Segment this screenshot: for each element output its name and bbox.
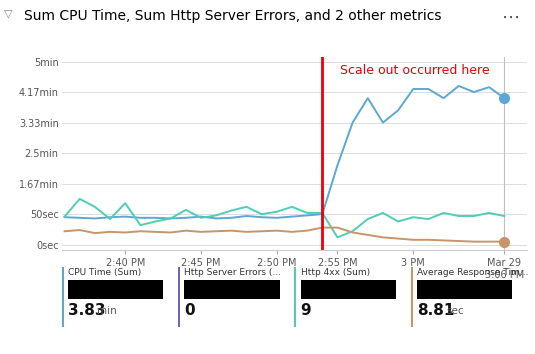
Text: 9: 9 [301, 303, 311, 318]
Text: sec: sec [446, 306, 463, 316]
Text: Sum CPU Time, Sum Http Server Errors, and 2 other metrics: Sum CPU Time, Sum Http Server Errors, an… [24, 9, 441, 23]
Text: 0: 0 [184, 303, 195, 318]
Text: min: min [97, 306, 117, 316]
Text: ⋯: ⋯ [502, 9, 520, 27]
Text: 8.81: 8.81 [417, 303, 454, 318]
Text: 3.83: 3.83 [68, 303, 105, 318]
Text: ▽: ▽ [4, 9, 13, 19]
Text: Http 4xx (Sum): Http 4xx (Sum) [301, 268, 370, 277]
Text: Http Server Errors (...: Http Server Errors (... [184, 268, 281, 277]
Text: CPU Time (Sum): CPU Time (Sum) [68, 268, 141, 277]
Text: Scale out occurred here: Scale out occurred here [340, 64, 490, 76]
Text: Average Response Tim...: Average Response Tim... [417, 268, 529, 277]
